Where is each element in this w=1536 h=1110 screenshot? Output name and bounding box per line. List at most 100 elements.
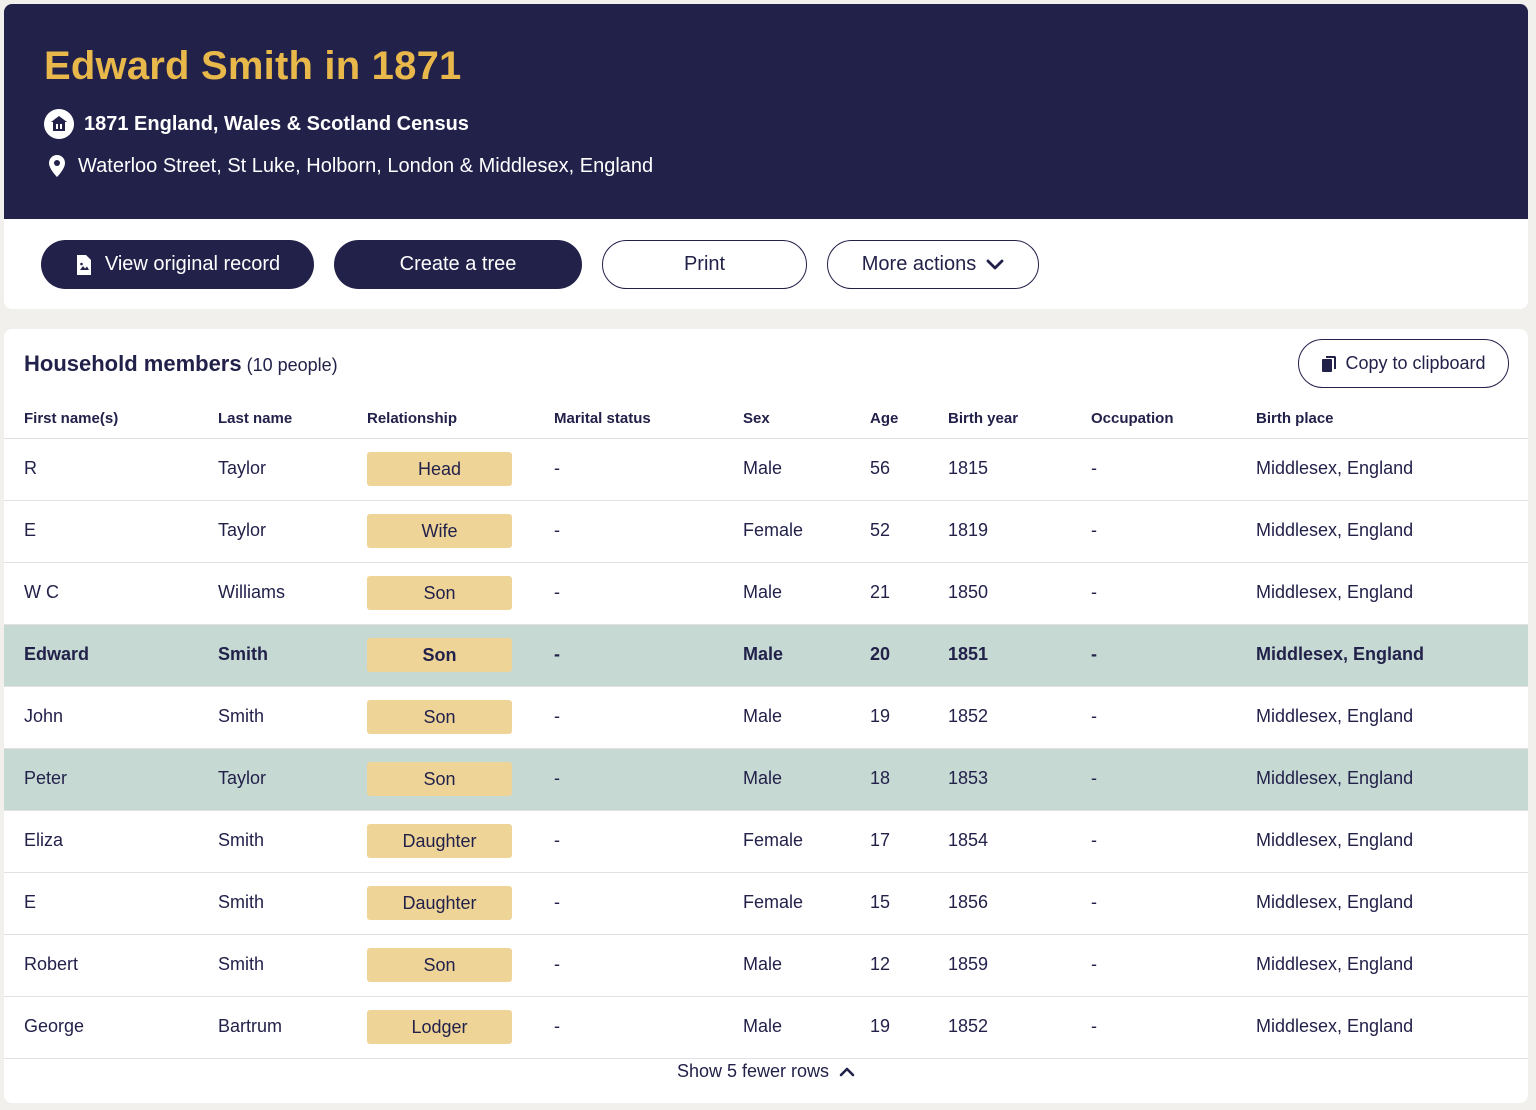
cell-occupation: - xyxy=(1091,892,1097,912)
table-row[interactable]: E Taylor Wife - Female 52 1819 - Middles… xyxy=(4,501,1528,563)
cell-birth-place: Middlesex, England xyxy=(1256,644,1425,664)
cell-birth-year: 1854 xyxy=(948,830,989,850)
cell-last-name: Smith xyxy=(218,830,265,850)
cell-birth-year: 1850 xyxy=(948,582,989,602)
cell-first-name: Robert xyxy=(24,954,79,974)
household-members-card: Household members (10 people) Copy to cl… xyxy=(4,329,1528,1103)
location: Waterloo Street, St Luke, Holborn, Londo… xyxy=(48,154,653,178)
table-row[interactable]: George Bartrum Lodger - Male 19 1852 - M… xyxy=(4,997,1528,1059)
relationship-badge: Head xyxy=(367,452,512,486)
household-heading: Household members (10 people) xyxy=(24,351,338,377)
cell-last-name: Smith xyxy=(218,892,265,912)
document-image-icon xyxy=(75,254,93,276)
cell-birth-year: 1815 xyxy=(948,458,989,478)
cell-birth-place: Middlesex, England xyxy=(1256,768,1414,788)
cell-birth-year: 1819 xyxy=(948,520,989,540)
collection-link[interactable]: 1871 England, Wales & Scotland Census xyxy=(44,109,469,139)
cell-occupation: - xyxy=(1091,830,1097,850)
cell-birth-year: 1859 xyxy=(948,954,989,974)
cell-birth-year: 1853 xyxy=(948,768,989,788)
cell-marital-status: - xyxy=(554,706,560,726)
cell-first-name: W C xyxy=(24,582,59,602)
cell-marital-status: - xyxy=(554,644,560,664)
record-header: Edward Smith in 1871 1871 England, Wales… xyxy=(4,4,1528,219)
cell-birth-place: Middlesex, England xyxy=(1256,830,1414,850)
cell-age: 18 xyxy=(870,768,891,788)
cell-occupation: - xyxy=(1091,1016,1097,1036)
cell-marital-status: - xyxy=(554,582,560,602)
cell-birth-place: Middlesex, England xyxy=(1256,520,1414,540)
table-row-current-person[interactable]: Edward Smith Son - Male 20 1851 - Middle… xyxy=(4,625,1528,687)
relationship-badge: Lodger xyxy=(367,1010,512,1044)
cell-first-name: Eliza xyxy=(24,830,64,850)
cell-occupation: - xyxy=(1091,520,1097,540)
table-row[interactable]: E Smith Daughter - Female 15 1856 - Midd… xyxy=(4,873,1528,935)
cell-sex: Male xyxy=(743,768,783,788)
column-header-sex: Sex xyxy=(743,410,770,427)
column-header-marital-status: Marital status xyxy=(554,410,651,427)
cell-birth-place: Middlesex, England xyxy=(1256,954,1414,974)
table-row-hovered[interactable]: Peter Taylor Son - Male 18 1853 - Middle… xyxy=(4,749,1528,811)
cell-sex: Male xyxy=(743,582,783,602)
cell-birth-year: 1856 xyxy=(948,892,989,912)
column-header-birth-place: Birth place xyxy=(1256,410,1334,427)
cell-sex: Male xyxy=(743,644,784,664)
cell-marital-status: - xyxy=(554,830,560,850)
cell-last-name: Taylor xyxy=(218,768,267,788)
cell-occupation: - xyxy=(1091,644,1097,664)
cell-sex: Female xyxy=(743,520,804,540)
cell-age: 56 xyxy=(870,458,891,478)
cell-age: 17 xyxy=(870,830,891,850)
cell-sex: Male xyxy=(743,706,783,726)
chevron-down-icon xyxy=(986,259,1004,271)
cell-first-name: Edward xyxy=(24,644,90,664)
cell-age: 19 xyxy=(870,706,891,726)
create-tree-button[interactable]: Create a tree xyxy=(334,240,582,289)
relationship-badge: Son xyxy=(367,700,512,734)
table-row[interactable]: Eliza Smith Daughter - Female 17 1854 - … xyxy=(4,811,1528,873)
column-header-occupation: Occupation xyxy=(1091,410,1174,427)
cell-occupation: - xyxy=(1091,768,1097,788)
copy-to-clipboard-button[interactable]: Copy to clipboard xyxy=(1298,339,1509,388)
cell-sex: Female xyxy=(743,830,804,850)
view-original-record-button[interactable]: View original record xyxy=(41,240,314,289)
cell-birth-place: Middlesex, England xyxy=(1256,1016,1414,1036)
cell-age: 52 xyxy=(870,520,891,540)
cell-age: 21 xyxy=(870,582,891,602)
more-actions-button[interactable]: More actions xyxy=(827,240,1039,289)
cell-birth-place: Middlesex, England xyxy=(1256,892,1414,912)
cell-age: 15 xyxy=(870,892,891,912)
cell-first-name: R xyxy=(24,458,37,478)
census-building-icon xyxy=(44,109,74,139)
cell-birth-year: 1851 xyxy=(948,644,989,664)
column-header-first-name: First name(s) xyxy=(24,410,119,427)
location-text: Waterloo Street, St Luke, Holborn, Londo… xyxy=(78,154,654,177)
relationship-badge: Son xyxy=(367,948,512,982)
household-count: (10 people) xyxy=(246,355,338,375)
map-pin-icon xyxy=(48,154,68,178)
show-fewer-rows-button[interactable]: Show 5 fewer rows xyxy=(4,1061,1528,1082)
cell-age: 19 xyxy=(870,1016,891,1036)
table-row[interactable]: W C Williams Son - Male 21 1850 - Middle… xyxy=(4,563,1528,625)
cell-last-name: Smith xyxy=(218,954,265,974)
copy-label: Copy to clipboard xyxy=(1345,353,1486,373)
column-header-birth-year: Birth year xyxy=(948,410,1019,427)
cell-birth-year: 1852 xyxy=(948,1016,989,1036)
cell-age: 20 xyxy=(870,644,891,664)
table-row[interactable]: Robert Smith Son - Male 12 1859 - Middle… xyxy=(4,935,1528,997)
cell-marital-status: - xyxy=(554,892,560,912)
cell-sex: Male xyxy=(743,458,783,478)
household-title: Household members xyxy=(24,351,242,376)
table-header: First name(s) Last name Relationship Mar… xyxy=(4,407,1528,439)
column-header-age: Age xyxy=(870,410,899,427)
cell-last-name: Smith xyxy=(218,706,265,726)
show-fewer-label: Show 5 fewer rows xyxy=(676,1061,830,1081)
table-row[interactable]: John Smith Son - Male 19 1852 - Middlese… xyxy=(4,687,1528,749)
print-button[interactable]: Print xyxy=(602,240,807,289)
cell-birth-place: Middlesex, England xyxy=(1256,706,1414,726)
copy-icon xyxy=(1321,355,1337,373)
cell-occupation: - xyxy=(1091,706,1097,726)
table-row[interactable]: R Taylor Head - Male 56 1815 - Middlesex… xyxy=(4,439,1528,501)
cell-first-name: E xyxy=(24,892,37,912)
cell-last-name: Bartrum xyxy=(218,1016,283,1036)
